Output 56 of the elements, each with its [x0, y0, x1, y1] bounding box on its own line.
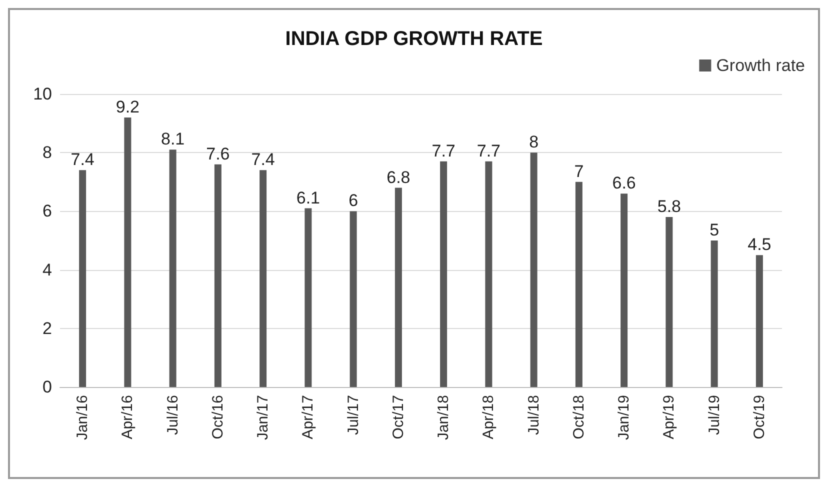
data-label: 6.8 [386, 168, 410, 187]
bar [350, 211, 357, 387]
data-label: 7.7 [476, 141, 501, 160]
bar [304, 208, 312, 387]
bar [620, 194, 628, 387]
x-tick-label: Oct/17 [390, 395, 407, 440]
y-tick-label: 0 [42, 378, 52, 396]
bar [394, 188, 402, 387]
bar [530, 152, 538, 387]
x-tick-label: Jan/18 [435, 395, 452, 440]
y-tick-label: 2 [42, 318, 52, 338]
data-label: 7 [574, 162, 584, 181]
bar [214, 164, 222, 387]
y-tick-label: 10 [33, 84, 52, 104]
data-label: 9.2 [116, 97, 140, 116]
x-tick-label: Jul/18 [525, 395, 542, 436]
x-tick-label: Apr/16 [119, 395, 136, 440]
data-label: 4.5 [748, 235, 772, 254]
bar [79, 170, 86, 387]
x-tick-label: Jan/19 [616, 395, 633, 440]
x-tick-label: Oct/18 [570, 395, 588, 440]
bar [666, 217, 673, 387]
data-label: 6 [348, 191, 358, 210]
bar [440, 161, 448, 387]
data-label: 7.7 [432, 141, 456, 160]
legend-label: Growth rate [716, 56, 805, 75]
data-label: 7.6 [206, 144, 230, 164]
bar [169, 150, 176, 387]
bar [756, 255, 763, 387]
data-label: 6.1 [296, 188, 320, 208]
y-tick-label: 6 [42, 202, 52, 221]
x-tick-label: Oct/19 [750, 395, 768, 440]
data-label: 5.8 [657, 197, 682, 216]
bar [710, 240, 718, 387]
data-label: 5 [710, 220, 720, 240]
bar [124, 117, 132, 387]
chart-title: INDIA GDP GROWTH RATE [285, 28, 543, 50]
bar [485, 161, 492, 387]
x-tick-label: Apr/19 [660, 395, 678, 440]
data-label: 8 [529, 132, 539, 152]
x-tick-label: Oct/16 [209, 395, 226, 440]
bar [260, 170, 267, 387]
y-tick-label: 4 [42, 260, 52, 280]
x-tick-label: Jan/17 [254, 395, 272, 440]
data-label: 6.6 [612, 174, 636, 193]
data-label: 7.4 [70, 150, 94, 170]
x-tick-label: Jul/19 [706, 395, 723, 436]
data-label: 8.1 [160, 130, 185, 149]
x-tick-label: Jul/17 [344, 395, 362, 436]
x-tick-label: Apr/17 [300, 395, 317, 440]
x-tick-label: Apr/18 [480, 395, 498, 440]
bar [575, 182, 582, 387]
y-tick-label: 8 [42, 143, 52, 162]
x-tick-label: Jan/16 [74, 395, 92, 440]
x-tick-label: Jul/16 [164, 395, 182, 436]
data-label: 7.4 [251, 150, 275, 170]
